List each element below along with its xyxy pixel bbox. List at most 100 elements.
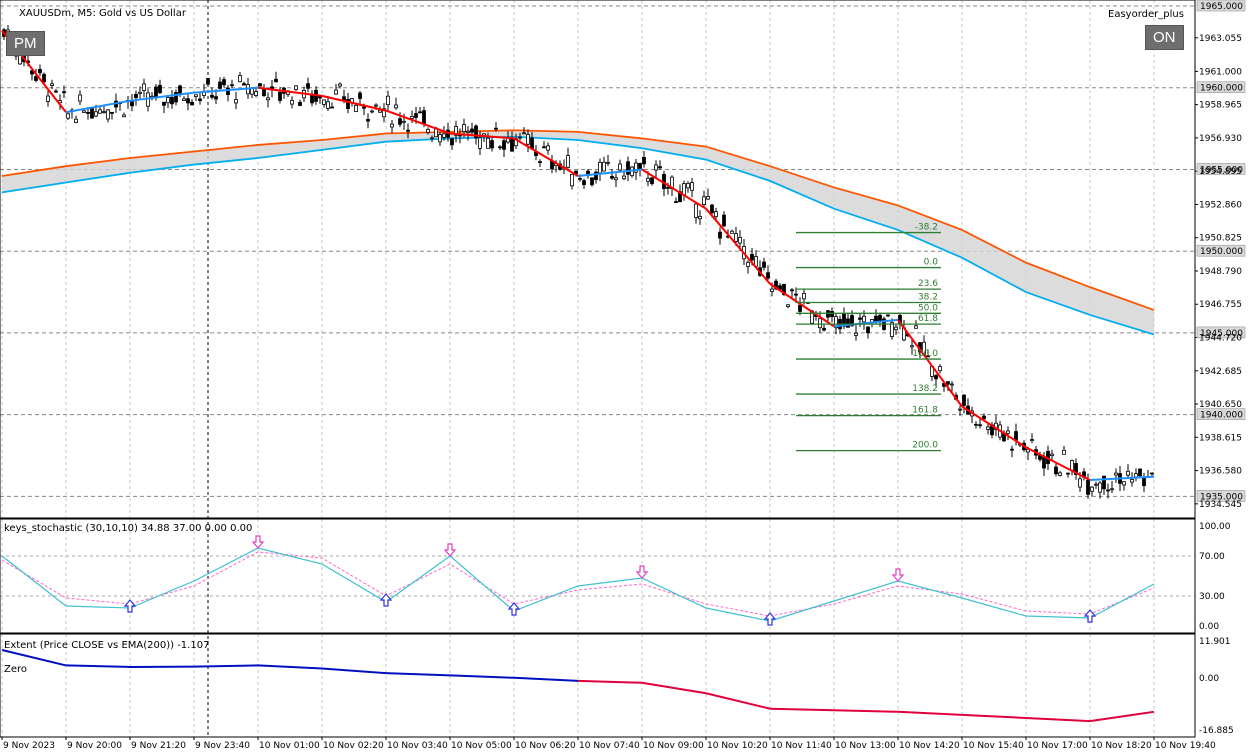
extent-line-segment [705,692,771,710]
candle [230,84,234,87]
candle [846,318,850,328]
candle [698,215,702,220]
fibonacci-level-label: 38.2 [918,293,938,303]
price-tick-label: 1961.000 [1199,67,1242,77]
extent-pane-border [0,633,1196,738]
price-tick-label: 1963.055 [1199,34,1242,44]
candle [234,99,238,104]
candle [378,109,382,113]
zigzag-segment [513,137,579,177]
candle [510,137,514,152]
candle [1102,475,1106,490]
candle [706,196,710,200]
price-level-label: 1965.000 [1200,2,1243,12]
price-tick-label: 1954.895 [1199,167,1242,177]
zigzag-segment [961,405,1027,449]
sell-arrow-icon [443,543,457,557]
pm-button[interactable]: PM [6,31,45,56]
price-level-label: 1940.000 [1200,411,1243,421]
candle [794,293,798,296]
candle [1062,449,1066,455]
zigzag-segment [641,168,707,210]
candle [786,304,790,307]
candle [326,101,330,109]
candle [610,175,614,179]
candle [1070,460,1074,471]
zigzag-segment [193,86,259,94]
candle [1090,486,1094,492]
candle [98,109,102,114]
candle [106,109,110,120]
candle [222,79,226,86]
candle [358,92,362,99]
candle [402,120,406,123]
candle [730,230,734,234]
fibonacci-level-label: -38.2 [915,223,938,233]
candle [502,140,506,150]
candle [78,94,82,102]
grid-lines [0,0,1195,737]
price-tick-label: 1940.650 [1199,400,1242,410]
candle [570,173,574,187]
candle [1014,431,1018,441]
candle [406,129,410,132]
fibonacci-level-label: 23.6 [918,279,938,289]
expert-advisor-name: Easyorder_plus [1108,9,1184,20]
zigzag-segment [65,99,131,114]
zigzag-segment [1025,446,1091,481]
fibonacci-level-label: 61.8 [918,314,938,324]
candle [266,97,270,101]
candle [654,164,658,171]
extent-line-segment [897,710,963,716]
candle [138,91,142,94]
price-level-badge [1196,0,1246,12]
price-tick-label: 1938.615 [1199,433,1242,443]
zigzag-segment [385,109,451,135]
candle [206,78,210,85]
price-tick-label: 1948.790 [1199,267,1242,277]
candle [450,138,454,146]
fibonacci-level-label: 200.0 [912,441,938,451]
candle [734,233,738,242]
candle [94,111,98,117]
candle [634,162,638,173]
time-axis-label: 9 Nov 21:20 [131,741,186,751]
buy-arrow-icon [763,612,777,626]
price-tick-label: 1942.685 [1199,367,1242,377]
candle [166,97,170,104]
candle [766,272,770,279]
time-axis-label: 9 Nov 20:00 [67,741,122,751]
candle [86,112,90,114]
zigzag [1,29,1155,482]
candle [258,83,262,87]
candle [1138,468,1142,477]
zigzag-segment [449,132,515,140]
candle [82,110,86,113]
ema-fast-line [1,135,1155,336]
candle [438,134,442,143]
candle [646,177,650,182]
candle [682,183,686,196]
candle [262,88,266,97]
candle [1066,472,1070,475]
candle [274,78,278,83]
on-button[interactable]: ON [1145,25,1184,50]
candle [526,134,530,145]
candle [566,155,570,168]
stochastic-tick-label: 30.00 [1199,592,1225,602]
candle [182,98,186,101]
extent-tick-label: 11.901 [1199,637,1231,647]
candle [62,91,66,94]
buy-arrow-icon [507,602,521,616]
time-axis-label: 10 Nov 11:40 [771,741,832,751]
candle [822,328,826,331]
candle [1098,482,1102,493]
candle [90,107,94,119]
candle [414,113,418,118]
candle [486,137,490,149]
candle [798,304,802,312]
price-level-badge [1196,326,1246,339]
candle [762,261,766,268]
sell-arrow-icon [635,565,649,579]
